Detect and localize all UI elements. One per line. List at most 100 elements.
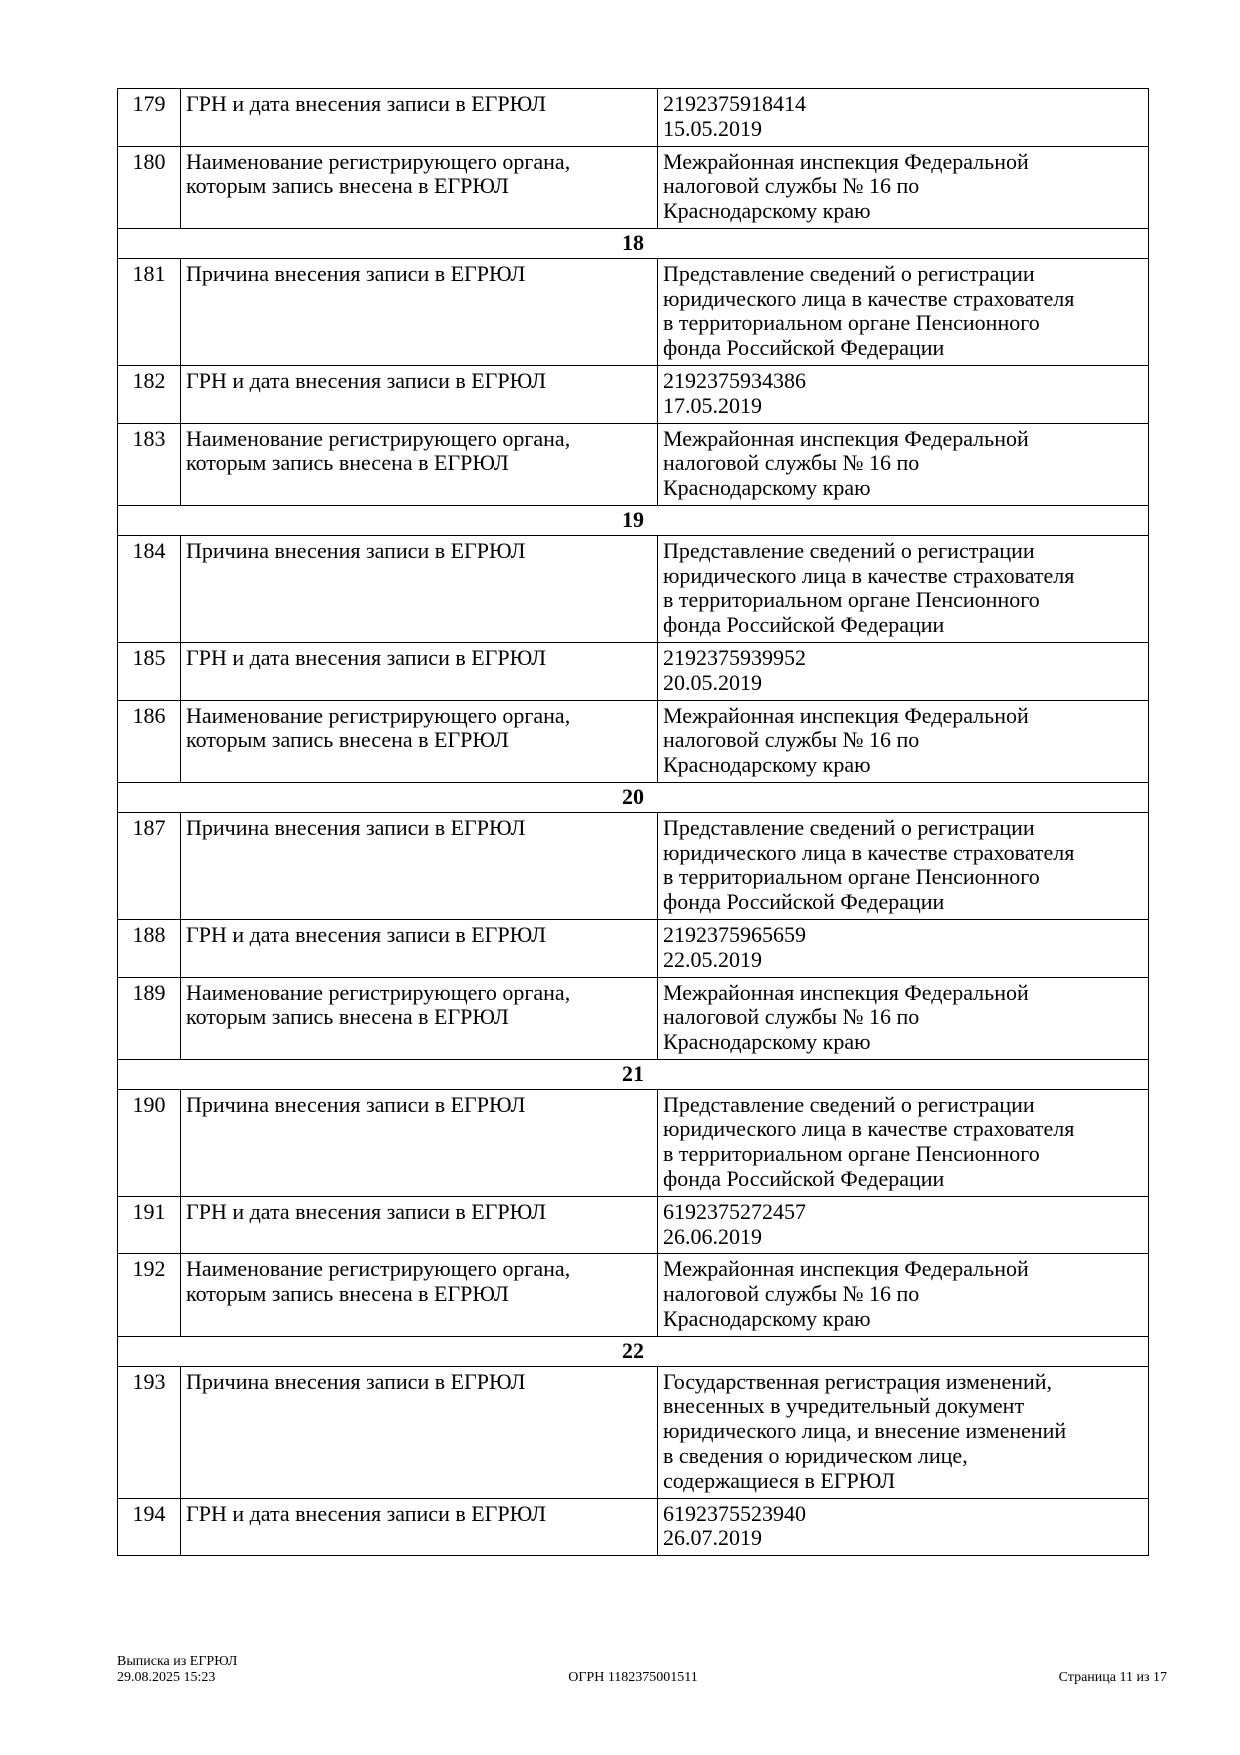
row-number: 183: [117, 422, 181, 506]
field-value-line: Краснодарскому краю: [663, 752, 871, 778]
field-value-cell: 2192375939952 20.05.2019: [657, 641, 1149, 701]
table-row: 189 Наименование регистрирующего органа, к…: [117, 976, 1149, 1060]
field-name-cell: ГРН и дата внесения записи в ЕГРЮЛ: [180, 918, 658, 978]
field-value-line: в территориальном органе Пенсионного: [663, 587, 1040, 613]
field-name-line: ГРН и дата внесения записи в ЕГРЮЛ: [186, 91, 547, 116]
field-value-cell: 2192375965659 22.05.2019: [657, 918, 1149, 978]
field-name-line: Причина внесения записи в ЕГРЮЛ: [186, 1091, 526, 1117]
field-value-line: налоговой службы № 16 по: [663, 1281, 920, 1307]
field-value-line: налоговой службы № 16 по: [663, 450, 920, 476]
table-row: 186 Наименование регистрирующего органа, к…: [117, 699, 1149, 783]
field-value-line: фонда Российской Федерации: [663, 889, 945, 915]
footer-datetime: 29.08.2025 15:23: [117, 1670, 216, 1685]
field-value-line: в территориальном органе Пенсионного: [663, 864, 1040, 890]
row-number: 192: [117, 1253, 181, 1337]
field-value-line: в территориальном органе Пенсионного: [663, 310, 1040, 336]
field-value-cell: Представление сведений о регистрации юрид…: [657, 811, 1149, 920]
field-value-cell: Представление сведений о регистрации юрид…: [657, 534, 1149, 643]
field-value-cell: Представление сведений о регистрации юрид…: [657, 257, 1149, 366]
row-number: 194: [117, 1497, 181, 1557]
field-name-line: которым запись внесена в ЕГРЮЛ: [186, 727, 509, 753]
field-name-line: которым запись внесена в ЕГРЮЛ: [186, 1281, 509, 1307]
field-value-line: Краснодарскому краю: [663, 1306, 871, 1332]
field-value-cell: Межрайонная инспекция Федеральной налогов…: [657, 145, 1149, 229]
field-name-cell: Причина внесения записи в ЕГРЮЛ: [180, 1088, 658, 1197]
field-value-line: 22.05.2019: [663, 946, 762, 972]
field-value-line: 2192375939952: [663, 644, 806, 670]
field-name-cell: Наименование регистрирующего органа, кото…: [180, 1253, 658, 1337]
field-value-line: юридического лица, и внесение изменений: [663, 1418, 1067, 1444]
field-name-cell: Наименование регистрирующего органа, кото…: [180, 976, 658, 1060]
section-number: 20: [117, 781, 1149, 813]
footer-left: Выписка из ЕГРЮЛ 29.08.2025 15:23: [117, 1654, 237, 1686]
field-value-line: фонда Российской Федерации: [663, 335, 945, 361]
field-value-line: 20.05.2019: [663, 669, 762, 695]
field-name-cell: Причина внесения записи в ЕГРЮЛ: [180, 1365, 658, 1499]
field-value-line: Представление сведений о регистрации: [663, 1091, 1035, 1117]
field-name-cell: Наименование регистрирующего органа, кото…: [180, 145, 658, 229]
row-number: 180: [117, 145, 181, 229]
field-name-cell: Причина внесения записи в ЕГРЮЛ: [180, 811, 658, 920]
footer-doc-title: Выписка из ЕГРЮЛ: [117, 1654, 238, 1669]
field-name-cell: Наименование регистрирующего органа, кото…: [180, 699, 658, 783]
egrul-records-table: 179 ГРН и дата внесения записи в ЕГРЮЛ 219…: [117, 88, 1149, 1557]
table-row: 187 Причина внесения записи в ЕГРЮЛ Предст…: [117, 811, 1149, 920]
field-value-line: налоговой службы № 16 по: [663, 727, 920, 753]
row-number: 179: [117, 88, 181, 147]
field-value-line: Представление сведений о регистрации: [663, 260, 1035, 286]
field-value-line: 26.06.2019: [663, 1223, 762, 1249]
section-number: 19: [117, 504, 1149, 536]
field-name-cell: Причина внесения записи в ЕГРЮЛ: [180, 257, 658, 366]
field-value-line: Межрайонная инспекция Федеральной: [663, 702, 1029, 728]
field-name-line: Наименование регистрирующего органа,: [186, 979, 571, 1005]
field-name-line: ГРН и дата внесения записи в ЕГРЮЛ: [186, 644, 547, 670]
table-row: 183 Наименование регистрирующего органа, к…: [117, 422, 1149, 506]
field-value-line: Представление сведений о регистрации: [663, 537, 1035, 563]
field-value-line: фонда Российской Федерации: [663, 1166, 945, 1192]
section-header-row: 21: [117, 1058, 1149, 1090]
section-header-row: 22: [117, 1335, 1149, 1367]
field-name-line: Причина внесения записи в ЕГРЮЛ: [186, 537, 526, 563]
field-value-cell: Межрайонная инспекция Федеральной налогов…: [657, 976, 1149, 1060]
field-value-cell: Межрайонная инспекция Федеральной налогов…: [657, 422, 1149, 506]
field-value-cell: 2192375934386 17.05.2019: [657, 364, 1149, 424]
field-value-cell: 2192375918414 15.05.2019: [657, 88, 1149, 147]
field-name-line: Наименование регистрирующего органа,: [186, 1256, 571, 1282]
table-row: 193 Причина внесения записи в ЕГРЮЛ Госуда…: [117, 1365, 1149, 1499]
field-name-cell: ГРН и дата внесения записи в ЕГРЮЛ: [180, 364, 658, 424]
field-value-line: фонда Российской Федерации: [663, 612, 945, 638]
field-name-line: ГРН и дата внесения записи в ЕГРЮЛ: [186, 1500, 547, 1526]
table-row: 181 Причина внесения записи в ЕГРЮЛ Предст…: [117, 257, 1149, 366]
field-value-cell: Государственная регистрация изменений, вн…: [657, 1365, 1149, 1499]
field-value-line: 2192375965659: [663, 921, 806, 947]
field-value-line: внесенных в учредительный документ: [663, 1393, 1025, 1419]
field-value-line: юридического лица в качестве страховател…: [663, 1116, 1075, 1142]
row-number: 191: [117, 1195, 181, 1255]
field-value-line: налоговой службы № 16 по: [663, 1004, 920, 1030]
section-header-row: 19: [117, 504, 1149, 536]
footer-page-number: Страница 11 из 17: [1058, 1670, 1167, 1685]
field-name-cell: Причина внесения записи в ЕГРЮЛ: [180, 534, 658, 643]
table-row: 194 ГРН и дата внесения записи в ЕГРЮЛ 619…: [117, 1497, 1149, 1557]
field-value-line: в территориальном органе Пенсионного: [663, 1141, 1040, 1167]
row-number: 181: [117, 257, 181, 366]
table-row: 192 Наименование регистрирующего органа, к…: [117, 1253, 1149, 1337]
field-value-line: Межрайонная инспекция Федеральной: [663, 979, 1029, 1005]
field-value-line: 15.05.2019: [663, 115, 762, 141]
field-value-line: 2192375934386: [663, 367, 806, 393]
section-number: 22: [117, 1335, 1149, 1367]
field-value-line: 2192375918414: [663, 91, 806, 116]
footer-ogrn: ОГРН 1182375001511: [568, 1670, 698, 1685]
field-value-cell: Межрайонная инспекция Федеральной налогов…: [657, 699, 1149, 783]
field-value-line: Межрайонная инспекция Федеральной: [663, 1256, 1029, 1282]
row-number: 185: [117, 641, 181, 701]
field-value-line: Представление сведений о регистрации: [663, 814, 1035, 840]
field-name-line: ГРН и дата внесения записи в ЕГРЮЛ: [186, 367, 547, 393]
field-name-cell: ГРН и дата внесения записи в ЕГРЮЛ: [180, 1195, 658, 1255]
field-value-cell: 6192375272457 26.06.2019: [657, 1195, 1149, 1255]
field-value-line: содержащиеся в ЕГРЮЛ: [663, 1467, 896, 1493]
table-row: 179 ГРН и дата внесения записи в ЕГРЮЛ 219…: [117, 88, 1149, 147]
field-value-line: юридического лица в качестве страховател…: [663, 839, 1075, 865]
field-name-line: которым запись внесена в ЕГРЮЛ: [186, 1004, 509, 1030]
row-number: 189: [117, 976, 181, 1060]
